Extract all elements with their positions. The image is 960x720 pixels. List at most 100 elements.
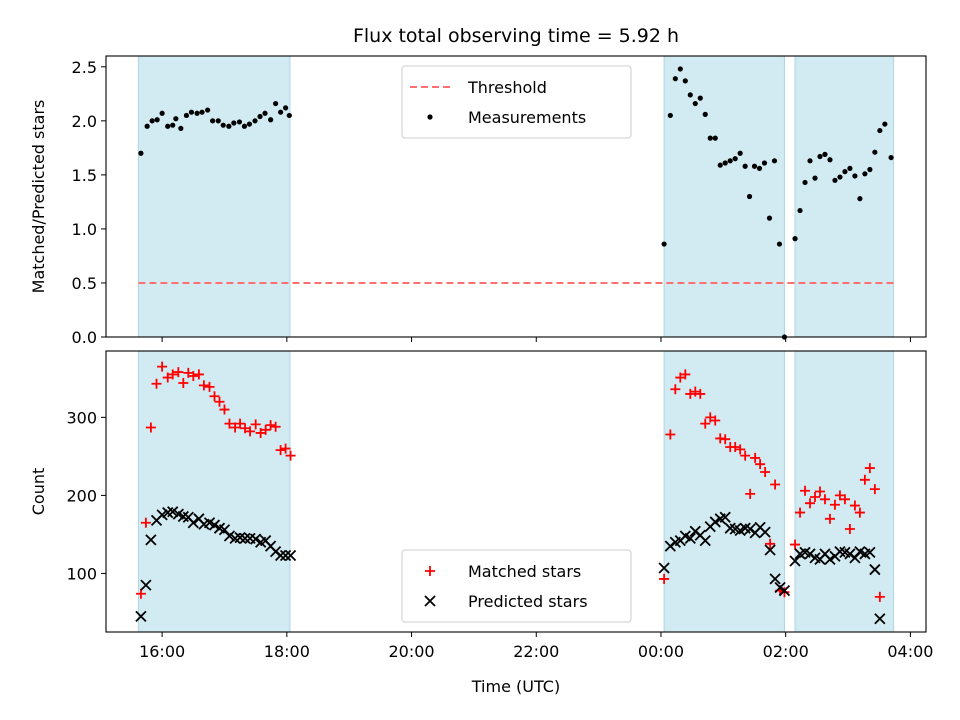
matched-stars-point bbox=[209, 391, 220, 402]
legend-box bbox=[401, 65, 632, 139]
matched-stars-point bbox=[750, 452, 761, 463]
measurement-point bbox=[771, 158, 778, 164]
predicted-stars-point bbox=[719, 511, 731, 523]
x-tick-label: 04:00 bbox=[887, 642, 933, 661]
matched-stars-point bbox=[690, 386, 701, 397]
observing-span-0 bbox=[137, 55, 291, 338]
y-tick-label: 300 bbox=[66, 408, 97, 427]
predicted-stars-point bbox=[824, 553, 836, 566]
measurement-point bbox=[761, 160, 768, 166]
y-tick-label: 1.0 bbox=[72, 220, 97, 239]
matched-stars-point bbox=[270, 421, 281, 432]
measurement-point bbox=[797, 207, 803, 214]
y-tick-label: 0.0 bbox=[72, 328, 97, 347]
legend-label: Matched stars bbox=[468, 562, 581, 581]
measurement-point bbox=[278, 109, 284, 115]
matched-stars-point bbox=[770, 479, 781, 490]
legend-label: Measurements bbox=[468, 108, 586, 127]
matched-stars-point bbox=[260, 424, 271, 435]
observing-span-2 bbox=[794, 55, 895, 338]
measurement-point bbox=[862, 171, 868, 177]
measurement-point bbox=[746, 193, 753, 200]
measurement-point bbox=[173, 116, 179, 122]
matched-stars-point bbox=[659, 573, 670, 584]
measurement-point bbox=[872, 149, 878, 155]
measurement-point bbox=[727, 158, 733, 164]
predicted-stars-point bbox=[145, 534, 157, 546]
predicted-stars-point bbox=[874, 613, 886, 625]
matched-stars-point bbox=[280, 443, 291, 454]
matched-stars-point bbox=[805, 498, 816, 509]
measurement-point bbox=[742, 163, 748, 169]
matched-stars-point bbox=[874, 591, 885, 602]
matched-stars-point bbox=[829, 499, 840, 510]
matched-stars-point bbox=[864, 463, 875, 474]
matched-stars-point bbox=[790, 539, 801, 550]
matched-stars-point bbox=[685, 388, 696, 399]
measurement-point bbox=[697, 95, 703, 101]
matched-stars-point bbox=[167, 369, 178, 380]
measurement-point bbox=[817, 153, 823, 160]
measurement-point bbox=[751, 163, 758, 169]
measurement-point bbox=[802, 179, 808, 186]
matched-stars-point bbox=[800, 485, 811, 496]
y-tick-label: 2.0 bbox=[72, 112, 97, 131]
matched-stars-point bbox=[824, 513, 835, 524]
measurement-point bbox=[273, 100, 279, 107]
y-axis-label: Matched/Predicted stars bbox=[29, 100, 48, 294]
matched-stars-point bbox=[188, 370, 199, 381]
measurement-point bbox=[867, 166, 873, 173]
matched-stars-point bbox=[235, 418, 246, 429]
x-tick-label: 22:00 bbox=[513, 642, 559, 661]
predicted-stars-point bbox=[778, 584, 791, 597]
measurement-point bbox=[882, 121, 888, 127]
y-tick-label: 0.5 bbox=[72, 274, 97, 293]
measurement-point bbox=[682, 78, 688, 84]
y-tick-label: 2.5 bbox=[72, 58, 97, 77]
measurement-point bbox=[707, 135, 713, 141]
matched-stars-point bbox=[810, 491, 821, 502]
bottom-panel-counts: 16:00 18:00 20:00 22:00 00:00 02:00 04:00 100 20… bbox=[29, 350, 933, 661]
matched-stars-point bbox=[735, 444, 746, 455]
measurement-point bbox=[852, 173, 858, 179]
y-tick-label: 1.5 bbox=[72, 166, 97, 185]
measurement-point bbox=[792, 236, 798, 242]
measurement-point bbox=[822, 151, 828, 157]
measurement-point bbox=[252, 118, 258, 124]
x-axis-label: Time (UTC) bbox=[471, 677, 560, 696]
matched-stars-point bbox=[193, 369, 204, 380]
measurement-point bbox=[722, 160, 728, 166]
matched-stars-point bbox=[250, 419, 261, 430]
predicted-stars-point bbox=[140, 579, 152, 591]
y-tick-label: 100 bbox=[66, 564, 97, 583]
measurement-point bbox=[732, 156, 738, 162]
matched-stars-point bbox=[204, 381, 215, 392]
measurement-point bbox=[194, 110, 200, 116]
measurement-point bbox=[877, 127, 883, 134]
matched-stars-point bbox=[819, 494, 830, 505]
x-tick-label: 18:00 bbox=[264, 642, 310, 661]
matched-stars-point bbox=[219, 404, 230, 415]
measurement-point bbox=[807, 158, 813, 164]
plot-frame bbox=[105, 55, 927, 338]
measurement-point bbox=[282, 105, 289, 111]
matched-stars-point bbox=[710, 415, 721, 426]
matched-stars-point bbox=[814, 486, 825, 497]
y-tick-label: 200 bbox=[66, 486, 97, 505]
measurement-point bbox=[667, 112, 673, 119]
matched-stars-point bbox=[760, 466, 771, 477]
measurement-point bbox=[231, 120, 237, 126]
predicted-stars-point bbox=[167, 506, 179, 518]
measurement-point bbox=[178, 125, 184, 132]
top-panel-ratio: 0.0 0.5 1.0 1.5 2.0 2.5 Matched/Predicted star… bbox=[29, 55, 927, 347]
measurement-point bbox=[812, 175, 818, 181]
matched-stars-point bbox=[755, 459, 766, 470]
measurement-point bbox=[776, 241, 783, 247]
measurement-point bbox=[199, 109, 205, 115]
matched-stars-point bbox=[720, 434, 731, 445]
predicted-stars-point bbox=[769, 573, 781, 585]
predicted-stars-point bbox=[135, 610, 147, 623]
chart-title: Flux total observing time = 5.92 h bbox=[353, 25, 679, 47]
measurement-point bbox=[144, 123, 150, 129]
